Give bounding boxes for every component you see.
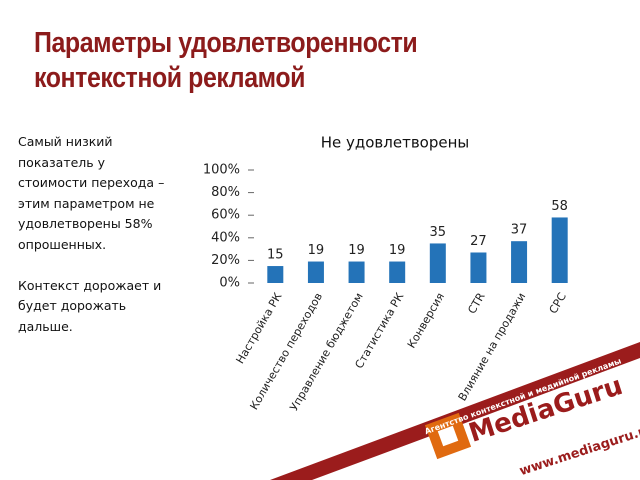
bar <box>348 261 365 283</box>
bar <box>511 241 528 283</box>
side-text-line: стоимости перехода – <box>18 175 165 190</box>
value-label: 27 <box>470 234 487 249</box>
side-text-line: удовлетворены 58% <box>18 216 153 231</box>
slide-title: контекстной рекламой <box>34 62 306 94</box>
bar <box>307 261 324 283</box>
x-tick-label: Количество переходов <box>247 291 325 413</box>
value-label: 19 <box>389 243 406 258</box>
bar <box>267 266 284 283</box>
y-tick-label: 0% <box>219 276 240 291</box>
chart-title: Не удовлетворены <box>321 134 470 152</box>
x-tick-label: CPC <box>547 290 569 316</box>
logo-icon <box>437 425 459 447</box>
bar <box>429 243 446 283</box>
side-text-line: будет дорожать <box>18 298 127 313</box>
logo-band <box>270 342 640 480</box>
value-label: 19 <box>348 243 365 258</box>
bar <box>470 252 487 283</box>
x-tick-label: Управление бюджетом <box>287 291 365 414</box>
value-label: 19 <box>308 243 325 258</box>
side-text-line: показатель у <box>18 154 106 170</box>
side-text-line: Контекст дорожает и <box>18 277 162 293</box>
value-label: 15 <box>267 248 284 263</box>
logo-bg <box>255 335 640 480</box>
bar <box>389 261 406 283</box>
y-tick-label: 20% <box>211 253 240 268</box>
y-tick-label: 80% <box>211 185 240 200</box>
side-text-line: этим параметром не <box>18 195 155 211</box>
value-label: 35 <box>430 225 447 240</box>
bar <box>551 217 568 283</box>
value-label: 58 <box>551 199 568 214</box>
slide-title: Параметры удовлетворенности <box>34 27 418 59</box>
side-text-line: Самый низкий <box>18 134 113 149</box>
side-text-line: дальше. <box>18 318 73 334</box>
y-tick-label: 60% <box>211 208 240 223</box>
x-tick-label: CTR <box>465 290 487 316</box>
value-label: 37 <box>511 223 528 238</box>
y-tick-label: 100% <box>203 163 240 178</box>
x-tick-label: Конверсия <box>405 291 447 351</box>
y-tick-label: 40% <box>211 230 240 245</box>
side-text-line: опрошенных. <box>18 236 107 252</box>
